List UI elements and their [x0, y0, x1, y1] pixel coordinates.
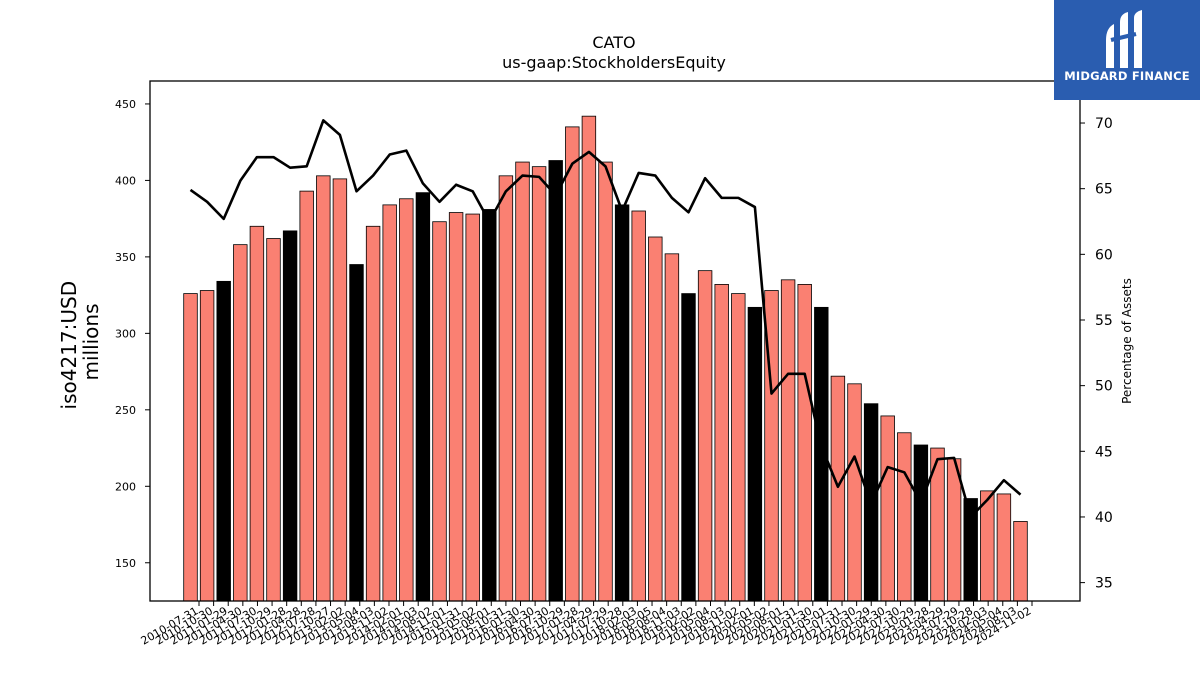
- y-tick-label: 450: [115, 98, 136, 111]
- logo: MIDGARD FINANCE: [1054, 0, 1200, 100]
- bar: [1013, 521, 1028, 602]
- y-axis-label: iso4217:USD millions: [57, 275, 103, 410]
- y-tick-label: 150: [115, 557, 136, 570]
- bar: [897, 432, 912, 602]
- y2-tick-label: 70: [1095, 116, 1113, 132]
- bar: [349, 264, 364, 602]
- bar: [216, 280, 231, 602]
- bar: [797, 284, 812, 602]
- bar: [913, 444, 929, 602]
- bars-group: [183, 115, 1028, 602]
- y2-axis-label: Percentage of Assets: [1120, 278, 1134, 404]
- bar: [565, 126, 580, 602]
- bar: [448, 212, 464, 602]
- bar: [399, 198, 414, 602]
- bar: [980, 490, 995, 602]
- bar: [382, 204, 397, 602]
- bar: [548, 160, 563, 602]
- bar: [199, 290, 215, 602]
- y2-tick-label: 50: [1095, 379, 1113, 395]
- x-axis: 2010-07-312010-10-302011-01-292011-04-30…: [139, 601, 1034, 648]
- bar: [814, 306, 829, 602]
- y2-tick-label: 35: [1095, 576, 1113, 592]
- bar: [365, 225, 381, 602]
- bar: [648, 236, 663, 602]
- bar: [714, 284, 729, 602]
- bar: [482, 209, 497, 602]
- bar: [631, 210, 646, 602]
- bar: [332, 178, 348, 602]
- bar: [316, 175, 331, 602]
- y2-tick-label: 65: [1095, 182, 1113, 198]
- bar: [465, 213, 480, 602]
- logo-mark-icon: [1106, 10, 1142, 68]
- bar: [664, 253, 680, 602]
- bar: [731, 293, 746, 602]
- bar: [614, 204, 630, 602]
- right-axis: 35 40 45 50 55 60 65 70: [1080, 116, 1113, 592]
- bar: [598, 161, 613, 602]
- line-layer: [189, 119, 1022, 519]
- y-tick-label: 200: [115, 480, 136, 493]
- y2-tick-label: 60: [1095, 247, 1113, 263]
- y2-tick-label: 55: [1095, 313, 1113, 329]
- y2-tick-label: 45: [1095, 444, 1113, 460]
- bar: [282, 230, 298, 602]
- bar: [697, 270, 713, 602]
- bar: [515, 161, 530, 602]
- logo-text: MIDGARD FINANCE: [1064, 69, 1190, 83]
- bar: [432, 221, 447, 602]
- bar: [946, 458, 962, 602]
- chart-title: CATO: [592, 33, 635, 52]
- y-tick-label: 250: [115, 404, 136, 417]
- y-tick-label: 300: [115, 327, 136, 340]
- bar: [581, 115, 597, 602]
- bar: [498, 175, 514, 602]
- bar: [747, 306, 763, 602]
- bar: [830, 375, 846, 602]
- plot-frame: [149, 80, 1081, 602]
- bar: [183, 293, 198, 602]
- bar: [249, 225, 265, 602]
- bar: [415, 192, 431, 602]
- chart-subtitle: us-gaap:StockholdersEquity: [502, 53, 726, 72]
- y-tick-label: 350: [115, 251, 136, 264]
- bar: [996, 493, 1012, 602]
- bar: [847, 383, 862, 602]
- bar: [233, 244, 248, 602]
- bar: [780, 279, 796, 602]
- y-tick-label: 400: [115, 174, 136, 187]
- y2-tick-label: 40: [1095, 510, 1113, 526]
- bar: [531, 166, 547, 602]
- bar: [266, 238, 281, 602]
- percentage-line: [189, 119, 1022, 519]
- bar: [880, 415, 895, 602]
- bar: [681, 293, 696, 602]
- left-axis: 150 200 250 300 350 400 450: [115, 98, 150, 570]
- bar: [299, 190, 314, 602]
